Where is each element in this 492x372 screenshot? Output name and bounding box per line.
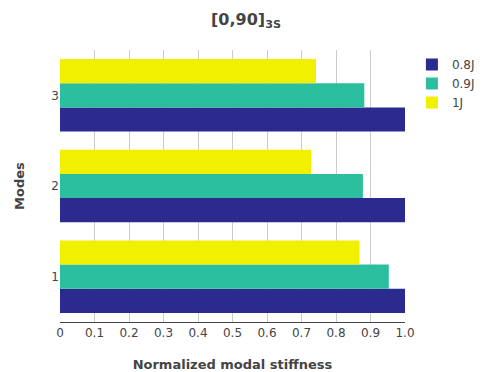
svg-text:[0,90]​3S​: [0,90]​3S​ — [211, 10, 281, 31]
svg-text:1: 1 — [51, 270, 59, 284]
svg-text:2: 2 — [51, 179, 59, 193]
svg-text:0.9J: 0.9J — [452, 77, 475, 91]
svg-text:0.8J: 0.8J — [452, 58, 475, 72]
svg-text:0.1: 0.1 — [85, 326, 104, 340]
svg-text:1J: 1J — [452, 96, 463, 110]
svg-text:3: 3 — [51, 89, 59, 103]
svg-text:Modes: Modes — [12, 162, 27, 210]
svg-text:Normalized modal stiffness: Normalized modal stiffness — [133, 357, 333, 372]
svg-text:0.9: 0.9 — [361, 326, 380, 340]
svg-text:0.8: 0.8 — [326, 326, 345, 340]
svg-text:1.0: 1.0 — [395, 326, 414, 340]
svg-text:0.3: 0.3 — [154, 326, 173, 340]
svg-text:0.2: 0.2 — [119, 326, 138, 340]
svg-text:0.5: 0.5 — [223, 326, 242, 340]
svg-text:0: 0 — [56, 326, 64, 340]
svg-text:0.7: 0.7 — [292, 326, 311, 340]
svg-text:0.4: 0.4 — [188, 326, 207, 340]
svg-text:0.6: 0.6 — [257, 326, 276, 340]
